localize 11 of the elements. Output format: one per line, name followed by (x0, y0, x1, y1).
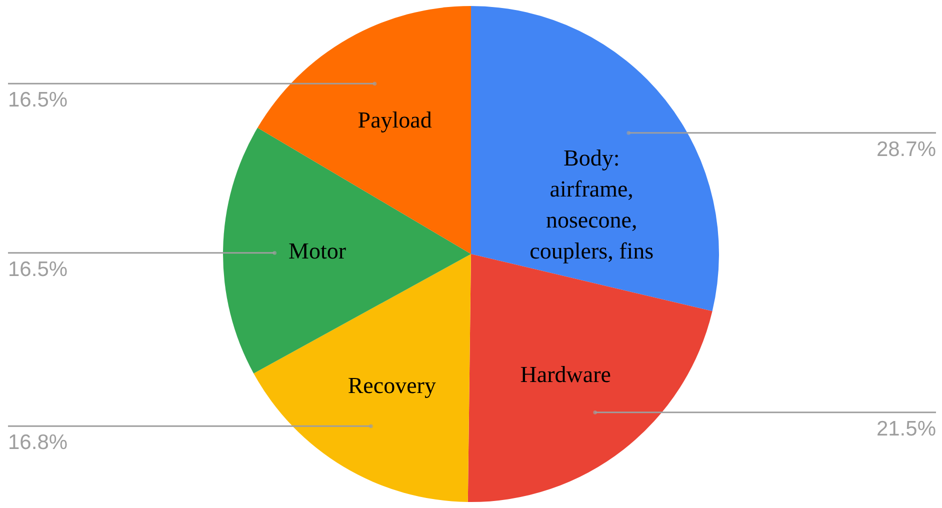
slice-label: Recovery (348, 372, 436, 398)
data-label: 16.5% (8, 258, 68, 281)
pie-slice (471, 6, 719, 312)
slice-label: Payload (358, 107, 432, 132)
data-label: 16.5% (8, 88, 68, 112)
data-label: 21.5% (876, 417, 936, 440)
data-label: 28.7% (876, 138, 936, 161)
slice-label: Motor (288, 238, 346, 264)
data-label: 16.8% (8, 431, 68, 454)
slice-label: Body: airframe, nosecone, couplers, fins (530, 146, 654, 264)
slice-label: Hardware (520, 362, 611, 388)
